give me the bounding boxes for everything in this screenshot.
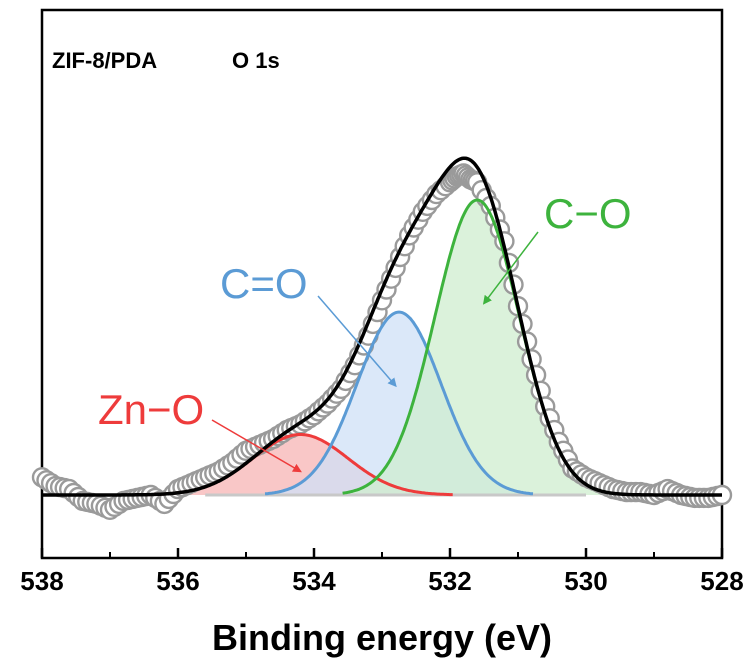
x-tick-label: 532 [428,566,471,596]
raw-data-points [31,163,733,520]
annotation-arrow [211,419,302,473]
x-tick-label: 538 [20,566,63,596]
x-axis-ticks: 538 536 534 532 530 528 [20,548,744,596]
x-tick-label: 534 [292,566,336,596]
component-line-1 [264,310,534,496]
x-tick-label: 536 [156,566,199,596]
x-tick-label: 528 [700,566,743,596]
envelope-line [42,156,722,497]
component-fills [148,200,612,495]
envelope [42,156,722,497]
annotation-arrow [317,295,397,388]
peak-arrows [211,231,539,473]
peak-label-zn-o: Zn−O [98,386,204,433]
region-label: O 1s [232,48,280,73]
x-axis-title: Binding energy (eV) [212,617,552,658]
sample-label: ZIF-8/PDA [52,48,157,73]
annotation-arrow [482,231,539,305]
peak-label-c-double-o: C=O [220,260,308,307]
x-tick-label: 530 [564,566,607,596]
peak-label-c-o: C−O [544,190,632,237]
